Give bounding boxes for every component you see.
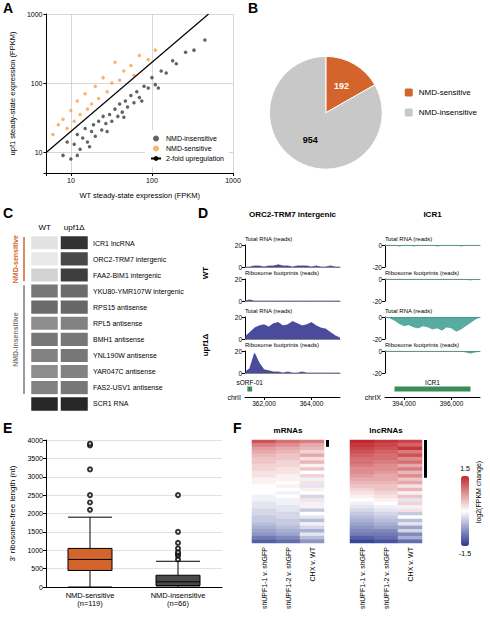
svg-text:RPL5 antisense: RPL5 antisense [93, 320, 143, 327]
svg-text:-20: -20 [373, 264, 383, 271]
svg-text:-20: -20 [373, 370, 383, 377]
svg-text:0: 0 [238, 264, 242, 271]
svg-text:ICR1 lncRNA: ICR1 lncRNA [93, 240, 135, 247]
html-text:B: B [248, 0, 259, 16]
svg-text:SCR1 RNA: SCR1 RNA [93, 400, 129, 407]
svg-text:100: 100 [146, 177, 158, 184]
svg-text:0: 0 [378, 348, 382, 355]
svg-text:upf1Δ: upf1Δ [64, 223, 86, 232]
svg-text:WT steady-state expression (FP: WT steady-state expression (FPKM) [79, 191, 200, 200]
svg-text:mRNAs: mRNAs [274, 426, 303, 435]
svg-text:ORC2-TRM7 intergenic: ORC2-TRM7 intergenic [93, 256, 167, 264]
svg-text:NMD-sensitive: NMD-sensitive [166, 145, 212, 152]
svg-text:20: 20 [235, 242, 243, 249]
html-text:F: F [233, 420, 242, 436]
html-text:C: C [3, 205, 14, 221]
svg-text:20: 20 [235, 348, 243, 355]
svg-text:1000: 1000 [225, 177, 241, 184]
svg-text:NMD-sensitive: NMD-sensitive [419, 88, 472, 97]
svg-text:0: 0 [238, 298, 242, 305]
svg-text:CHX v. WT: CHX v. WT [309, 546, 316, 581]
svg-text:3500: 3500 [27, 455, 43, 462]
svg-text:RPS15 antisense: RPS15 antisense [93, 304, 147, 311]
svg-text:0: 0 [378, 314, 382, 321]
svg-text:ICR1: ICR1 [423, 210, 442, 219]
svg-text:NMD-insensitive: NMD-insensitive [12, 312, 19, 367]
svg-text:WT: WT [201, 267, 210, 280]
svg-text:NMD-sensitive: NMD-sensitive [65, 590, 115, 600]
svg-text:0: 0 [39, 584, 43, 591]
svg-text:BMH1 antisense: BMH1 antisense [93, 336, 144, 343]
svg-text:394,000: 394,000 [392, 400, 416, 407]
svg-text:ORC2-TRM7 intergenic: ORC2-TRM7 intergenic [249, 210, 337, 219]
svg-text:CHX v. WT: CHX v. WT [407, 546, 414, 581]
svg-text:0: 0 [238, 370, 242, 377]
svg-text:-1.5: -1.5 [459, 550, 471, 557]
html-text:A: A [3, 0, 14, 16]
svg-text:1000: 1000 [27, 11, 43, 18]
svg-text:2500: 2500 [27, 492, 43, 499]
svg-text:shUPF1-2 v. shGFP: shUPF1-2 v. shGFP [383, 547, 390, 609]
svg-text:(n=66): (n=66) [167, 599, 189, 608]
svg-text:20: 20 [235, 314, 243, 321]
svg-text:chrIX: chrIX [365, 394, 382, 401]
svg-text:YKU80-YMR107W intergenic: YKU80-YMR107W intergenic [93, 288, 184, 296]
svg-text:Total RNA (reads): Total RNA (reads) [385, 236, 432, 242]
svg-text:(n=119): (n=119) [77, 599, 103, 608]
svg-text:100: 100 [31, 80, 43, 87]
svg-text:FAS2-USV1 antisense: FAS2-USV1 antisense [93, 384, 163, 391]
svg-text:shUPF1-1 v. shGFP: shUPF1-1 v. shGFP [359, 547, 366, 609]
svg-text:sORF-01: sORF-01 [237, 379, 264, 386]
svg-text:WT: WT [39, 223, 52, 232]
svg-text:NMD-sensitive: NMD-sensitive [12, 235, 19, 283]
svg-text:log2(FPKM change): log2(FPKM change) [475, 461, 483, 523]
svg-text:Ribosome footprints (reads): Ribosome footprints (reads) [245, 342, 319, 348]
svg-text:3000: 3000 [27, 473, 43, 480]
svg-text:NMD-insensitive: NMD-insensitive [419, 108, 478, 117]
svg-text:-20: -20 [373, 298, 383, 305]
svg-text:2000: 2000 [27, 510, 43, 517]
svg-text:2-fold upregulation: 2-fold upregulation [166, 155, 224, 163]
svg-text:upf1Δ: upf1Δ [201, 333, 210, 356]
svg-text:shUPF1-1 v. shGFP: shUPF1-1 v. shGFP [261, 547, 268, 609]
svg-text:Ribosome footprints (reads): Ribosome footprints (reads) [245, 270, 319, 276]
svg-text:YNL190W antisense: YNL190W antisense [93, 352, 157, 359]
svg-text:Ribosome footprints (reads): Ribosome footprints (reads) [385, 342, 459, 348]
svg-text:10: 10 [35, 149, 43, 156]
svg-text:upf1 steady-state expression (: upf1 steady-state expression (FPKM) [8, 31, 17, 155]
svg-text:396,000: 396,000 [440, 400, 464, 407]
svg-text:0: 0 [378, 276, 382, 283]
svg-text:Total RNA (reads): Total RNA (reads) [245, 236, 292, 242]
svg-text:192: 192 [334, 81, 349, 91]
svg-text:1.5: 1.5 [460, 465, 470, 472]
html-text:E: E [3, 420, 13, 436]
svg-text:10: 10 [67, 177, 75, 184]
svg-text:0: 0 [238, 336, 242, 343]
svg-text:20: 20 [235, 276, 243, 283]
svg-text:NMD-insensitive: NMD-insensitive [150, 590, 206, 600]
svg-text:ICR1: ICR1 [425, 379, 440, 386]
svg-text:FAA2-BIM1 intergenic: FAA2-BIM1 intergenic [93, 272, 162, 280]
svg-text:shUPF1-2 v. shGFP: shUPF1-2 v. shGFP [285, 547, 292, 609]
svg-text:362,000: 362,000 [252, 400, 276, 407]
svg-text:1500: 1500 [27, 528, 43, 535]
html-text:D: D [198, 205, 209, 221]
svg-text:0: 0 [378, 242, 382, 249]
svg-text:lncRNAs: lncRNAs [369, 426, 403, 435]
svg-text:Total RNA (reads): Total RNA (reads) [245, 308, 292, 314]
svg-text:1000: 1000 [27, 547, 43, 554]
svg-text:3' ribosome-free length (nt): 3' ribosome-free length (nt) [8, 465, 17, 561]
svg-text:-20: -20 [373, 336, 383, 343]
svg-text:500: 500 [31, 565, 43, 572]
svg-text:4000: 4000 [27, 437, 43, 444]
svg-text:954: 954 [303, 135, 318, 145]
svg-text:Ribosome footprints (reads): Ribosome footprints (reads) [385, 270, 459, 276]
svg-text:NMD-insensitive: NMD-insensitive [166, 135, 217, 142]
svg-text:364,000: 364,000 [300, 400, 324, 407]
svg-text:YAR047C antisense: YAR047C antisense [93, 368, 156, 375]
svg-text:chrII: chrII [227, 394, 241, 401]
svg-text:Total RNA (reads): Total RNA (reads) [385, 308, 432, 314]
